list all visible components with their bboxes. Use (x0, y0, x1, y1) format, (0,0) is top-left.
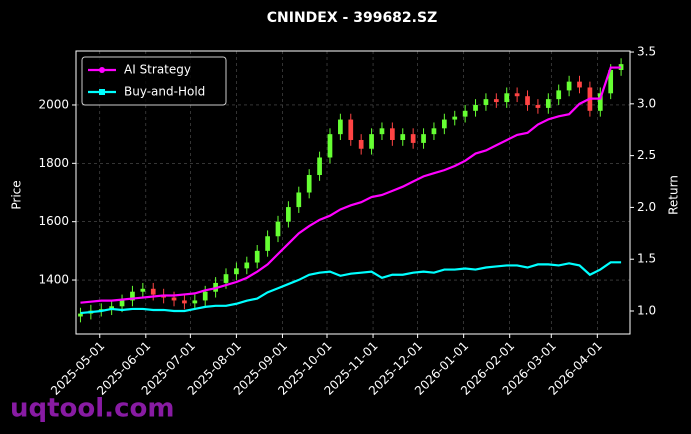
chart-title: CNINDEX - 399682.SZ (267, 10, 437, 26)
candle-body (202, 291, 208, 301)
candle-body (317, 157, 322, 175)
candle-body (182, 300, 187, 304)
candle-body (535, 104, 541, 108)
candle-body (421, 134, 426, 143)
candle-body (348, 119, 354, 140)
legend-label: AI Strategy (124, 63, 191, 77)
y2-tick-label: 1.0 (637, 304, 656, 318)
candle-body (119, 300, 125, 307)
line-series (80, 261, 622, 315)
y-tick-label: 1600 (38, 214, 69, 228)
candle-body (493, 99, 499, 103)
candle-body (234, 268, 239, 275)
candle-body (78, 313, 83, 317)
candle-body (566, 81, 572, 91)
y2-tick-label: 3.0 (637, 96, 656, 110)
candle-body (358, 139, 364, 149)
candle-body (296, 192, 302, 208)
candle-body (441, 119, 447, 129)
candle-body (150, 288, 156, 295)
candle-body (400, 134, 406, 140)
y-tick-label: 1400 (38, 273, 69, 287)
candle-body (223, 274, 229, 283)
candle-body (109, 306, 114, 310)
candle-body (483, 99, 489, 105)
candle-body (286, 207, 291, 222)
candle-body (275, 221, 281, 237)
y2-tick-label: 1.5 (637, 252, 656, 266)
candle-body (556, 90, 562, 100)
candle-body (379, 128, 385, 135)
y2-tick-label: 2.5 (637, 148, 656, 162)
candle-body (514, 93, 520, 97)
candle-body (265, 236, 270, 251)
y2-axis-label: Return (667, 175, 681, 215)
legend-box (81, 56, 227, 106)
candle-body (608, 69, 614, 94)
candle-body (244, 262, 250, 269)
y-tick-label: 2000 (38, 97, 69, 111)
candle-body (410, 134, 416, 143)
candle-body (369, 134, 374, 149)
y2-tick-label: 3.5 (637, 45, 656, 59)
candle-body (306, 174, 312, 193)
legend-marker (99, 89, 105, 95)
y-tick-label: 1800 (38, 156, 69, 170)
candle-body (597, 93, 603, 111)
line-series (80, 66, 622, 304)
candle-body (338, 119, 343, 135)
legend-label: Buy-and-Hold (124, 85, 205, 99)
legend-marker (99, 67, 105, 73)
y2-tick-label: 2.0 (637, 200, 656, 214)
candle-body (452, 116, 458, 120)
candle-body (525, 96, 530, 105)
candle-body (140, 288, 146, 292)
candle-body (171, 297, 177, 301)
candle-body (254, 250, 260, 263)
y-axis-label: Price (10, 180, 24, 209)
plot-frame (75, 50, 631, 335)
candle-body (130, 291, 135, 301)
watermark: uqtool.com (10, 394, 174, 424)
candle-body (545, 99, 551, 108)
candle-body (390, 128, 395, 140)
candle-body (504, 93, 510, 103)
candle-body (431, 128, 437, 135)
candle-body (192, 300, 198, 304)
candle-body (462, 110, 468, 117)
candle-body (473, 104, 478, 111)
candle-body (327, 134, 333, 158)
candle-body (577, 81, 582, 88)
